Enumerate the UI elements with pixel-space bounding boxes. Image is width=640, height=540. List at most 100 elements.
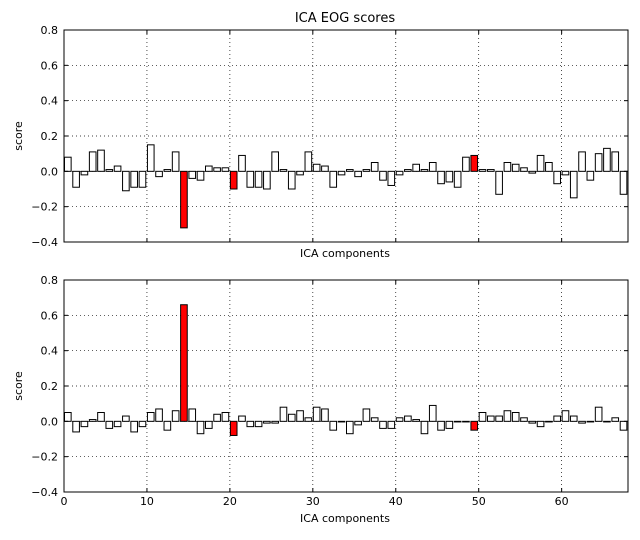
bottom-component-bar-39 bbox=[387, 420, 396, 429]
bottom-component-bar-62 bbox=[578, 420, 586, 424]
top-component-bar-0 bbox=[64, 156, 72, 172]
top-component-bar-33 bbox=[337, 170, 346, 176]
bottom-component-bar-24 bbox=[263, 420, 271, 424]
bottom-component-bar-8 bbox=[130, 420, 138, 433]
bottom-component-bar-67 bbox=[619, 420, 628, 431]
bottom-component-bar-17 bbox=[205, 420, 213, 429]
top-score-panel: 0.8 0.6 0.4 0.2 0.0 −0.2 −0.4 bbox=[31, 24, 629, 249]
bottom-component-bar-7 bbox=[122, 415, 130, 422]
top-component-bar-42 bbox=[412, 163, 420, 172]
bottom-component-bar-64 bbox=[594, 406, 603, 422]
bottom-component-bar-55 bbox=[520, 417, 528, 422]
top-y-tick-label: 0.4 bbox=[41, 95, 59, 108]
top-component-bar-27 bbox=[287, 170, 296, 190]
top-component-bar-6 bbox=[113, 165, 122, 172]
top-component-bar-64 bbox=[594, 153, 603, 172]
top-component-bar-45 bbox=[437, 170, 445, 185]
bottom-x-axis-label: ICA components bbox=[300, 512, 390, 525]
bottom-component-bar-59 bbox=[553, 415, 561, 422]
top-component-bar-52 bbox=[495, 170, 503, 195]
bottom-component-bar-9 bbox=[138, 420, 147, 428]
top-component-bar-28 bbox=[296, 170, 304, 176]
bottom-component-bar-20 bbox=[229, 420, 238, 436]
bottom-component-bar-37 bbox=[370, 417, 379, 422]
bottom-component-bar-35 bbox=[354, 420, 362, 426]
bottom-component-bar-48 bbox=[462, 420, 470, 423]
bottom-component-bar-14 bbox=[180, 304, 188, 422]
bottom-component-bar-4 bbox=[97, 412, 105, 422]
top-y-tick-label: 0.6 bbox=[41, 59, 59, 72]
bottom-x-tick-label: 0 bbox=[61, 495, 68, 508]
top-y-tick-label: 0.8 bbox=[41, 24, 59, 37]
bottom-component-bar-60 bbox=[561, 410, 570, 422]
bottom-component-bar-25 bbox=[271, 420, 279, 424]
top-component-bar-67 bbox=[619, 170, 628, 195]
bottom-component-bar-58 bbox=[545, 420, 553, 423]
top-component-bar-31 bbox=[321, 165, 329, 172]
bottom-component-bar-56 bbox=[528, 420, 537, 424]
top-component-bar-65 bbox=[603, 147, 611, 172]
top-component-bar-8 bbox=[130, 170, 138, 188]
bottom-component-bar-34 bbox=[346, 420, 354, 435]
top-component-bar-47 bbox=[453, 170, 462, 188]
bottom-component-bar-0 bbox=[64, 412, 72, 422]
top-component-bar-17 bbox=[205, 165, 213, 172]
bottom-component-bar-43 bbox=[420, 420, 429, 435]
bottom-component-bar-66 bbox=[611, 417, 620, 422]
bottom-y-tick-label: 0.0 bbox=[41, 415, 59, 428]
top-component-bar-40 bbox=[395, 170, 404, 176]
top-component-bar-60 bbox=[561, 170, 570, 176]
bottom-component-bar-15 bbox=[188, 408, 197, 422]
bottom-y-tick-label: 0.4 bbox=[41, 345, 59, 358]
top-component-bar-11 bbox=[155, 170, 163, 178]
bottom-y-tick-label: 0.8 bbox=[41, 274, 59, 287]
top-component-bar-50 bbox=[478, 169, 487, 172]
bottom-y-tick-label: 0.2 bbox=[41, 380, 59, 393]
top-component-bar-54 bbox=[511, 163, 520, 172]
figure-title: ICA EOG scores bbox=[295, 11, 396, 26]
top-component-bar-22 bbox=[246, 170, 255, 188]
top-component-bar-15 bbox=[188, 170, 197, 179]
top-y-tick-label: −0.4 bbox=[31, 236, 58, 249]
top-component-bar-51 bbox=[487, 169, 495, 172]
bottom-component-bar-2 bbox=[80, 420, 89, 428]
top-component-bar-12 bbox=[163, 169, 172, 172]
bottom-x-tick-label: 50 bbox=[472, 495, 486, 508]
bottom-component-bar-10 bbox=[146, 412, 155, 422]
bottom-x-tick-label: 10 bbox=[140, 495, 154, 508]
top-component-bar-24 bbox=[263, 170, 271, 190]
bottom-y-tick-label: −0.4 bbox=[31, 486, 58, 499]
top-component-bar-58 bbox=[545, 162, 553, 172]
top-component-bar-32 bbox=[329, 170, 338, 188]
top-component-bar-10 bbox=[146, 144, 155, 172]
top-component-bar-13 bbox=[171, 151, 180, 172]
bottom-component-bar-32 bbox=[329, 420, 338, 431]
bottom-component-bar-61 bbox=[569, 415, 578, 422]
top-component-bar-63 bbox=[586, 170, 595, 181]
top-component-bar-3 bbox=[88, 151, 97, 172]
top-component-bar-57 bbox=[536, 154, 545, 172]
bottom-y-tick-label: 0.6 bbox=[41, 309, 59, 322]
top-component-bar-39 bbox=[387, 170, 396, 186]
top-component-bar-36 bbox=[362, 169, 371, 172]
top-component-bar-21 bbox=[238, 154, 246, 172]
bottom-component-bar-38 bbox=[379, 420, 387, 429]
top-component-bar-44 bbox=[428, 162, 437, 172]
bottom-component-bar-22 bbox=[246, 420, 255, 428]
bottom-component-bar-11 bbox=[155, 408, 163, 422]
top-component-bar-56 bbox=[528, 170, 537, 174]
top-y-tick-label: 0.0 bbox=[41, 165, 59, 178]
top-component-bar-2 bbox=[80, 170, 89, 176]
bottom-component-bar-13 bbox=[171, 410, 180, 422]
top-x-axis-label: ICA components bbox=[300, 247, 390, 260]
bottom-component-bar-63 bbox=[586, 420, 595, 423]
bottom-component-bar-3 bbox=[88, 419, 97, 422]
top-component-bar-46 bbox=[445, 170, 454, 183]
bottom-component-bar-30 bbox=[312, 406, 321, 422]
bottom-component-bar-42 bbox=[412, 419, 420, 422]
bottom-component-bar-54 bbox=[511, 412, 520, 422]
top-component-bar-23 bbox=[254, 170, 263, 188]
bottom-y-axis-label: score bbox=[12, 371, 25, 401]
bottom-component-bar-36 bbox=[362, 408, 371, 422]
top-component-bar-38 bbox=[379, 170, 387, 181]
